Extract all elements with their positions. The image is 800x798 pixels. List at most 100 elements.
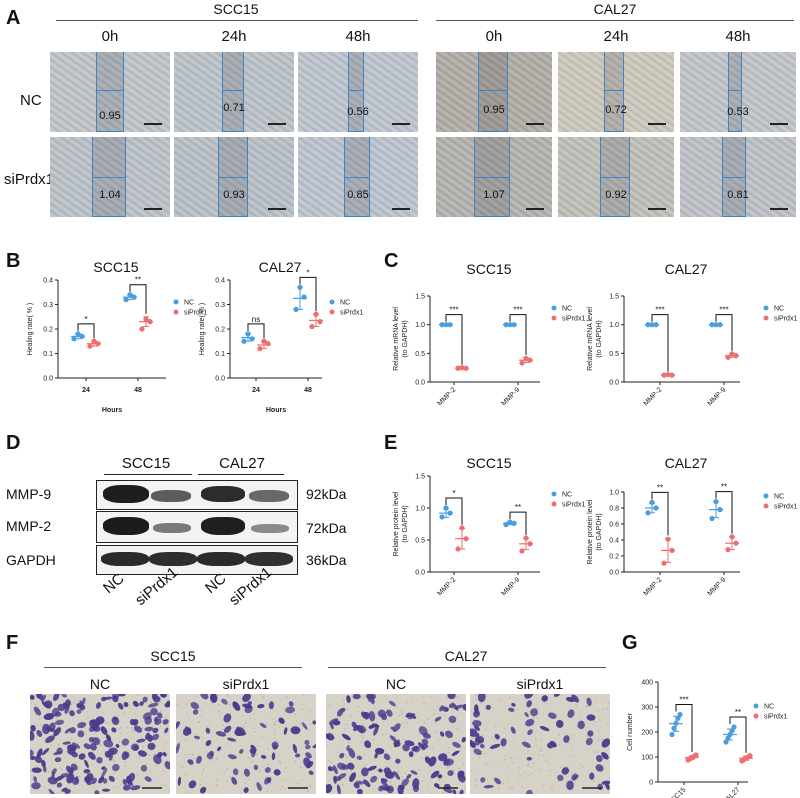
stained-cell xyxy=(283,727,288,735)
membrane-pore xyxy=(200,779,203,781)
data-point xyxy=(439,514,445,520)
membrane-pore xyxy=(181,766,184,768)
membrane-pore xyxy=(254,730,256,733)
stained-cell xyxy=(52,694,60,701)
membrane-pore xyxy=(426,703,428,706)
membrane-pore xyxy=(120,783,122,786)
membrane-pore xyxy=(164,784,167,787)
stained-cell xyxy=(356,755,363,760)
membrane-pore xyxy=(57,743,60,745)
blot-band xyxy=(153,523,191,533)
y-axis-label: Relative mRNA level xyxy=(393,307,400,371)
stained-cell xyxy=(477,736,485,744)
membrane-pore xyxy=(245,777,247,780)
membrane-pore xyxy=(365,763,368,766)
panel-a-time-0h-scc15: 0h xyxy=(101,28,119,45)
stained-cell xyxy=(365,694,377,700)
membrane-pore xyxy=(178,741,181,743)
stained-cell xyxy=(33,706,42,716)
significance-bracket xyxy=(651,491,669,536)
membrane-pore xyxy=(575,704,578,706)
membrane-pore xyxy=(293,761,295,764)
stained-cell xyxy=(150,707,158,716)
stained-cell xyxy=(285,706,296,714)
stained-cell xyxy=(239,749,244,754)
y-axis-label: Relative protein level xyxy=(393,491,400,556)
stained-cell xyxy=(56,747,63,755)
blot-strip-mmp9 xyxy=(96,480,298,510)
membrane-pore xyxy=(263,766,265,768)
membrane-pore xyxy=(193,757,195,759)
membrane-pore xyxy=(607,702,610,705)
significance-label: * xyxy=(84,315,87,324)
y-tick-label: 1.5 xyxy=(415,294,425,301)
stained-cell xyxy=(126,775,133,785)
membrane-pore xyxy=(245,722,247,724)
membrane-pore xyxy=(576,695,579,697)
membrane-pore xyxy=(267,748,270,751)
significance-bracket xyxy=(299,276,317,312)
stained-cell xyxy=(328,718,339,725)
membrane-pore xyxy=(244,782,247,785)
membrane-pore xyxy=(56,725,59,728)
membrane-pore xyxy=(226,743,228,746)
data-point xyxy=(661,560,667,566)
membrane-pore xyxy=(606,723,609,726)
membrane-pore xyxy=(346,708,349,710)
y-axis-label: Healing rate( % ) xyxy=(27,303,34,356)
membrane-pore xyxy=(342,698,344,700)
membrane-pore xyxy=(517,766,519,769)
significance-label: ** xyxy=(657,483,663,492)
y-tick-label: 0 xyxy=(649,780,653,787)
legend-marker-nc xyxy=(329,299,335,305)
membrane-pore xyxy=(248,778,251,781)
membrane-pore xyxy=(262,696,264,698)
membrane-pore xyxy=(256,745,259,747)
membrane-pore xyxy=(188,715,190,718)
membrane-pore xyxy=(222,728,225,731)
legend-marker-siprdx1 xyxy=(763,315,769,321)
scale-bar xyxy=(268,123,286,125)
membrane-pore xyxy=(268,713,271,715)
stained-cell xyxy=(392,723,401,732)
x-tick-label: 48 xyxy=(134,387,142,394)
stained-cell xyxy=(264,777,270,785)
blot-group-scc15: SCC15 xyxy=(121,455,171,472)
transwell-image-cal27-siprdx1 xyxy=(470,694,610,794)
stained-cell xyxy=(272,744,278,750)
membrane-pore xyxy=(547,758,549,761)
membrane-pore xyxy=(446,766,449,768)
membrane-pore xyxy=(558,734,560,736)
chart-title: CAL27 xyxy=(665,455,708,471)
membrane-pore xyxy=(266,722,268,725)
membrane-pore xyxy=(124,712,126,715)
stained-cell xyxy=(361,767,369,777)
membrane-pore xyxy=(110,738,113,741)
stained-cell xyxy=(326,732,331,740)
stained-cell xyxy=(94,790,100,794)
membrane-pore xyxy=(510,756,512,759)
stained-cell xyxy=(36,729,43,737)
membrane-pore xyxy=(551,786,554,788)
membrane-pore xyxy=(329,731,332,734)
stained-cell xyxy=(164,727,169,734)
membrane-pore xyxy=(86,718,88,720)
stained-cell xyxy=(71,777,80,785)
data-point xyxy=(709,515,715,522)
stained-cell xyxy=(61,787,68,792)
membrane-pore xyxy=(470,770,473,772)
membrane-pore xyxy=(434,721,437,724)
significance-label: ns xyxy=(252,315,260,324)
stained-cell xyxy=(555,719,564,728)
stained-cell xyxy=(133,725,143,733)
stained-cell xyxy=(144,726,154,732)
membrane-pore xyxy=(76,699,79,702)
stained-cell xyxy=(221,698,228,705)
significance-label: *** xyxy=(513,306,522,315)
legend-marker-nc xyxy=(551,491,557,497)
membrane-pore xyxy=(119,726,122,729)
chart-e2: CAL27 0.0 0.2 0.4 0.6 0.8 1.0 Relative protein … xyxy=(587,455,797,597)
membrane-pore xyxy=(124,761,126,763)
